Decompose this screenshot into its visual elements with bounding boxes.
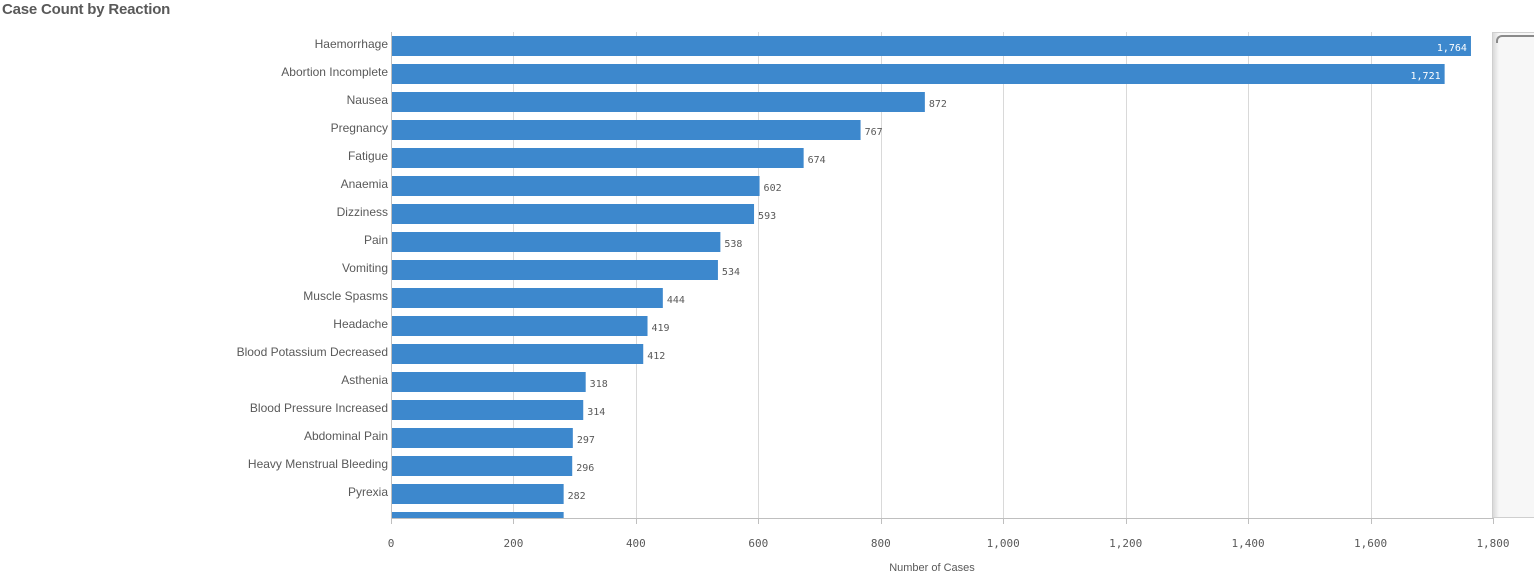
x-axis-tick-label: 1,200: [1109, 537, 1142, 550]
bar: [392, 484, 564, 504]
x-axis-tick-label: 1,000: [987, 537, 1020, 550]
category-label: Anaemia: [341, 177, 389, 191]
bar: [392, 260, 718, 280]
bar: [392, 400, 584, 420]
value-label: 412: [647, 351, 665, 362]
value-label: 282: [568, 491, 586, 502]
value-label: 593: [758, 211, 776, 222]
x-axis-tick-label: 800: [871, 537, 891, 550]
scroll-minimap-edge: [1496, 35, 1534, 43]
value-label: 1,721: [1411, 71, 1441, 82]
bar: [392, 120, 861, 140]
bar: [392, 428, 573, 448]
category-labels: Haemorrhage Abortion Incomplete Nausea Preg…: [237, 37, 389, 499]
value-label: 297: [577, 435, 595, 446]
category-label: Haemorrhage: [315, 37, 389, 51]
bar: [392, 176, 760, 196]
x-axis-tick-labels: 0 200 400 600 800 1,000 1,200 1,400 1,600 1,800: [388, 537, 1510, 550]
category-label: Fatigue: [348, 149, 388, 163]
value-label: 318: [590, 379, 608, 390]
bar: [392, 232, 721, 252]
bar: [392, 344, 644, 364]
category-label: Heavy Menstrual Bleeding: [248, 457, 388, 471]
category-label: Blood Pressure Increased: [250, 401, 388, 415]
value-labels: 1,764 1,721 872 767 674 602 593 538 534 444 419 412…: [568, 43, 1467, 502]
category-label: Headache: [333, 317, 388, 331]
bar: [392, 36, 1471, 56]
bars: [392, 36, 1471, 518]
value-label: 602: [764, 183, 782, 194]
value-label: 538: [724, 239, 742, 250]
x-axis-tick-label: 0: [388, 537, 395, 550]
x-axis-tick-label: 1,400: [1232, 537, 1265, 550]
bar-partial: [392, 512, 564, 518]
x-axis-tick-label: 400: [626, 537, 646, 550]
category-label: Asthenia: [341, 373, 388, 387]
value-label: 767: [865, 127, 883, 138]
category-label: Pain: [364, 233, 388, 247]
category-label: Vomiting: [342, 261, 388, 275]
category-label: Dizziness: [337, 205, 388, 219]
bar: [392, 204, 755, 224]
category-label: Nausea: [347, 93, 389, 107]
x-axis-tick-label: 1,800: [1476, 537, 1509, 550]
bar: [392, 64, 1445, 84]
bar: [392, 456, 573, 476]
value-label: 674: [808, 155, 826, 166]
value-label: 1,764: [1437, 43, 1467, 54]
x-axis-tick-label: 1,600: [1354, 537, 1387, 550]
category-label: Abdominal Pain: [304, 429, 388, 443]
scroll-minimap[interactable]: [1492, 32, 1534, 518]
category-label: Pregnancy: [331, 121, 388, 135]
value-label: 872: [929, 99, 947, 110]
x-axis-tick-label: 600: [748, 537, 768, 550]
x-axis-title: Number of Cases: [889, 562, 975, 574]
bar: [392, 372, 586, 392]
category-label: Muscle Spasms: [303, 289, 388, 303]
bar: [392, 148, 804, 168]
x-axis-tick-label: 200: [504, 537, 524, 550]
value-label: 444: [667, 295, 685, 306]
value-label: 534: [722, 267, 740, 278]
category-label: Pyrexia: [348, 485, 388, 499]
value-label: 314: [587, 407, 605, 418]
chart-title: Case Count by Reaction: [2, 1, 171, 18]
bar: [392, 92, 925, 112]
bar: [392, 288, 663, 308]
value-label: 419: [652, 323, 670, 334]
category-label: Abortion Incomplete: [281, 65, 388, 79]
category-label: Blood Potassium Decreased: [237, 345, 388, 359]
scroll-minimap-thumb[interactable]: [1493, 33, 1534, 517]
value-label: 296: [576, 463, 594, 474]
bar: [392, 316, 648, 336]
